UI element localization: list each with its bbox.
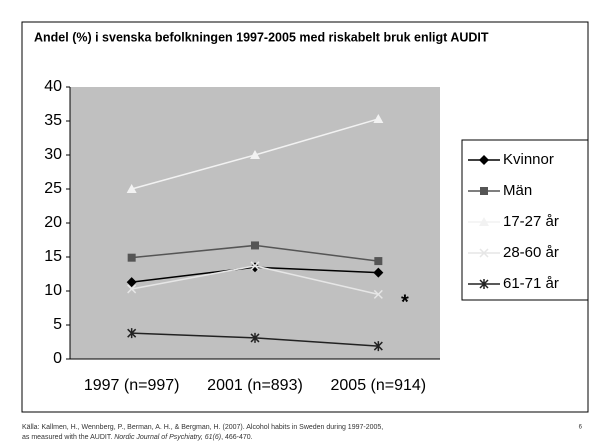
marker <box>126 184 137 193</box>
marker <box>127 328 137 339</box>
footer-text: Nordic Journal of Psychiatry, 61(6) <box>114 434 221 441</box>
page-number: 6 <box>579 425 583 431</box>
legend-label: Män <box>503 182 532 199</box>
marker <box>127 284 137 294</box>
marker <box>374 257 383 266</box>
y-tick-label: 5 <box>53 316 62 333</box>
x-tick-label: 2005 (n=914) <box>331 377 427 394</box>
marker <box>373 341 383 352</box>
y-tick-label: 35 <box>44 112 62 129</box>
marker <box>373 113 384 123</box>
y-tick-label: 30 <box>44 146 62 163</box>
y-tick-label: 20 <box>44 214 62 231</box>
chart-title: Andel (%) i svenska befolkningen 1997-20… <box>34 30 489 44</box>
legend-label: 28-60 år <box>503 244 559 261</box>
y-tick-label: 15 <box>44 248 62 265</box>
legend-label: 61-71 år <box>503 275 559 292</box>
legend-marker <box>479 155 489 165</box>
footer-line: as measured with the AUDIT. Nordic Journ… <box>22 434 253 441</box>
footer-line: Källa: Kallmen, H., Wennberg, P., Berman… <box>22 424 383 431</box>
y-tick-label: 0 <box>53 350 62 367</box>
marker <box>250 150 260 159</box>
footer-text: as measured with the AUDIT. <box>22 434 114 441</box>
marker <box>127 253 136 262</box>
y-tick-label: 10 <box>44 282 62 299</box>
marker <box>373 289 383 299</box>
legend-label: Kvinnor <box>503 151 554 168</box>
annotation: * <box>401 291 409 313</box>
plot-area <box>70 87 440 359</box>
legend-marker <box>479 279 489 289</box>
legend-marker <box>479 217 489 226</box>
footer-text: , 466-470. <box>221 434 253 441</box>
marker <box>250 261 260 271</box>
x-tick-label: 1997 (n=997) <box>84 377 180 394</box>
y-tick-label: 40 <box>44 78 62 95</box>
legend-marker <box>479 248 489 258</box>
marker <box>251 241 259 250</box>
y-tick-label: 25 <box>44 180 62 197</box>
legend-marker <box>480 187 488 195</box>
marker <box>250 332 260 343</box>
legend-label: 17-27 år <box>503 213 559 230</box>
marker <box>373 267 384 278</box>
marker <box>126 277 137 288</box>
marker <box>250 262 260 273</box>
x-tick-label: 2001 (n=893) <box>207 377 303 394</box>
